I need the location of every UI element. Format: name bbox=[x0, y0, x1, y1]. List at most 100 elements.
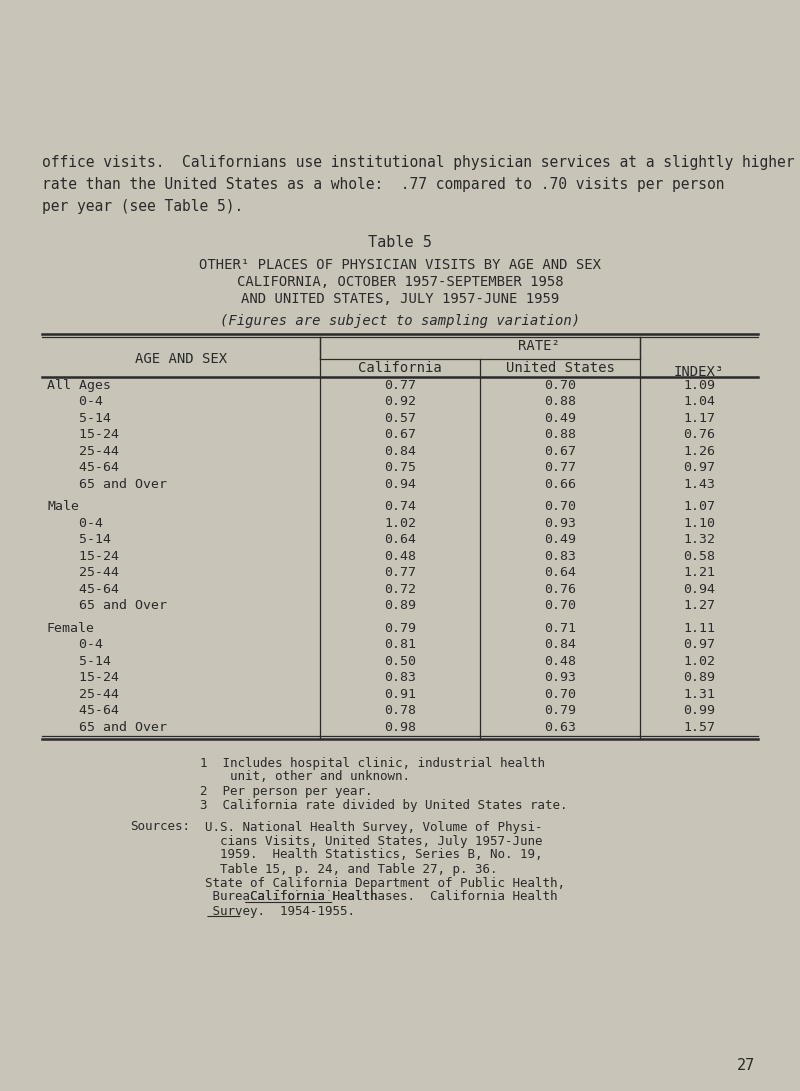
Text: 0.94: 0.94 bbox=[683, 583, 715, 596]
Text: 0.91: 0.91 bbox=[384, 687, 416, 700]
Text: 27: 27 bbox=[737, 1058, 755, 1074]
Text: 65 and Over: 65 and Over bbox=[47, 478, 167, 491]
Text: 1.02: 1.02 bbox=[683, 655, 715, 668]
Text: 0.93: 0.93 bbox=[544, 517, 576, 530]
Text: 5-14: 5-14 bbox=[47, 411, 111, 424]
Text: OTHER¹ PLACES OF PHYSICIAN VISITS BY AGE AND SEX: OTHER¹ PLACES OF PHYSICIAN VISITS BY AGE… bbox=[199, 257, 601, 272]
Text: 0.93: 0.93 bbox=[544, 671, 576, 684]
Text: 25-44: 25-44 bbox=[47, 566, 119, 579]
Text: 0.77: 0.77 bbox=[384, 379, 416, 392]
Text: 0.64: 0.64 bbox=[384, 533, 416, 547]
Text: Table 15, p. 24, and Table 27, p. 36.: Table 15, p. 24, and Table 27, p. 36. bbox=[205, 863, 498, 875]
Text: State of California Department of Public Health,: State of California Department of Public… bbox=[205, 876, 565, 889]
Text: 0.71: 0.71 bbox=[544, 622, 576, 635]
Text: California Health: California Health bbox=[250, 890, 378, 903]
Text: 0.48: 0.48 bbox=[384, 550, 416, 563]
Text: 0.76: 0.76 bbox=[544, 583, 576, 596]
Text: 1.57: 1.57 bbox=[683, 721, 715, 734]
Text: 3  California rate divided by United States rate.: 3 California rate divided by United Stat… bbox=[200, 799, 567, 812]
Text: California Health: California Health bbox=[250, 890, 378, 903]
Text: Survey.  1954-1955.: Survey. 1954-1955. bbox=[205, 904, 355, 918]
Text: 0.99: 0.99 bbox=[683, 705, 715, 717]
Text: 1.11: 1.11 bbox=[683, 622, 715, 635]
Text: 1  Includes hospital clinic, industrial health: 1 Includes hospital clinic, industrial h… bbox=[200, 756, 545, 769]
Text: 1.27: 1.27 bbox=[683, 599, 715, 612]
Text: 0.84: 0.84 bbox=[544, 638, 576, 651]
Text: 1.07: 1.07 bbox=[683, 501, 715, 513]
Text: 15-24: 15-24 bbox=[47, 429, 119, 441]
Text: (Figures are subject to sampling variation): (Figures are subject to sampling variati… bbox=[220, 314, 580, 328]
Text: Table 5: Table 5 bbox=[368, 235, 432, 250]
Text: 25-44: 25-44 bbox=[47, 445, 119, 458]
Text: 1.17: 1.17 bbox=[683, 411, 715, 424]
Text: 0.83: 0.83 bbox=[544, 550, 576, 563]
Text: 0.81: 0.81 bbox=[384, 638, 416, 651]
Text: 1.04: 1.04 bbox=[683, 395, 715, 408]
Text: 0.74: 0.74 bbox=[384, 501, 416, 513]
Text: 0.83: 0.83 bbox=[384, 671, 416, 684]
Text: 0.72: 0.72 bbox=[384, 583, 416, 596]
Text: 2  Per person per year.: 2 Per person per year. bbox=[200, 784, 373, 798]
Text: 0.70: 0.70 bbox=[544, 687, 576, 700]
Text: 0.78: 0.78 bbox=[384, 705, 416, 717]
Text: 1.32: 1.32 bbox=[683, 533, 715, 547]
Text: 0.77: 0.77 bbox=[544, 461, 576, 475]
Text: Bureau of Chronic Diseases.  California Health: Bureau of Chronic Diseases. California H… bbox=[205, 890, 558, 903]
Text: 0.67: 0.67 bbox=[544, 445, 576, 458]
Text: INDEX³: INDEX³ bbox=[674, 365, 724, 379]
Text: 0.98: 0.98 bbox=[384, 721, 416, 734]
Text: 0.66: 0.66 bbox=[544, 478, 576, 491]
Text: 0.75: 0.75 bbox=[384, 461, 416, 475]
Text: 45-64: 45-64 bbox=[47, 705, 119, 717]
Text: 0.77: 0.77 bbox=[384, 566, 416, 579]
Text: All Ages: All Ages bbox=[47, 379, 111, 392]
Text: 0.92: 0.92 bbox=[384, 395, 416, 408]
Text: 45-64: 45-64 bbox=[47, 461, 119, 475]
Text: 0.94: 0.94 bbox=[384, 478, 416, 491]
Text: cians Visits, United States, July 1957-June: cians Visits, United States, July 1957-J… bbox=[205, 835, 542, 848]
Text: 0.97: 0.97 bbox=[683, 461, 715, 475]
Text: 0.49: 0.49 bbox=[544, 533, 576, 547]
Text: RATE²: RATE² bbox=[518, 339, 560, 353]
Text: per year (see Table 5).: per year (see Table 5). bbox=[42, 199, 243, 214]
Text: 65 and Over: 65 and Over bbox=[47, 599, 167, 612]
Text: 0.48: 0.48 bbox=[544, 655, 576, 668]
Text: 0.76: 0.76 bbox=[683, 429, 715, 441]
Text: unit, other and unknown.: unit, other and unknown. bbox=[200, 770, 410, 783]
Text: 0.58: 0.58 bbox=[683, 550, 715, 563]
Text: 1.09: 1.09 bbox=[683, 379, 715, 392]
Text: Sources:: Sources: bbox=[130, 820, 190, 834]
Text: 1.43: 1.43 bbox=[683, 478, 715, 491]
Text: United States: United States bbox=[506, 361, 614, 375]
Text: 0.70: 0.70 bbox=[544, 501, 576, 513]
Text: 0.88: 0.88 bbox=[544, 429, 576, 441]
Text: office visits.  Californians use institutional physician services at a slightly : office visits. Californians use institut… bbox=[42, 155, 794, 170]
Text: 0.89: 0.89 bbox=[384, 599, 416, 612]
Text: 0.64: 0.64 bbox=[544, 566, 576, 579]
Text: CALIFORNIA, OCTOBER 1957-SEPTEMBER 1958: CALIFORNIA, OCTOBER 1957-SEPTEMBER 1958 bbox=[237, 275, 563, 289]
Text: Male: Male bbox=[47, 501, 79, 513]
Text: 15-24: 15-24 bbox=[47, 671, 119, 684]
Text: 25-44: 25-44 bbox=[47, 687, 119, 700]
Text: 1.21: 1.21 bbox=[683, 566, 715, 579]
Text: 0-4: 0-4 bbox=[47, 638, 103, 651]
Text: 0.57: 0.57 bbox=[384, 411, 416, 424]
Text: California: California bbox=[358, 361, 442, 375]
Text: 0.79: 0.79 bbox=[544, 705, 576, 717]
Text: 1.26: 1.26 bbox=[683, 445, 715, 458]
Text: 5-14: 5-14 bbox=[47, 533, 111, 547]
Text: 0.84: 0.84 bbox=[384, 445, 416, 458]
Text: 1.02: 1.02 bbox=[384, 517, 416, 530]
Text: Female: Female bbox=[47, 622, 95, 635]
Text: 0.88: 0.88 bbox=[544, 395, 576, 408]
Text: 0.97: 0.97 bbox=[683, 638, 715, 651]
Text: 0.89: 0.89 bbox=[683, 671, 715, 684]
Text: 1.10: 1.10 bbox=[683, 517, 715, 530]
Text: 0.67: 0.67 bbox=[384, 429, 416, 441]
Text: U.S. National Health Survey, Volume of Physi-: U.S. National Health Survey, Volume of P… bbox=[205, 820, 542, 834]
Text: 0.70: 0.70 bbox=[544, 599, 576, 612]
Text: 15-24: 15-24 bbox=[47, 550, 119, 563]
Text: 1959.  Health Statistics, Series B, No. 19,: 1959. Health Statistics, Series B, No. 1… bbox=[205, 849, 542, 862]
Text: AND UNITED STATES, JULY 1957-JUNE 1959: AND UNITED STATES, JULY 1957-JUNE 1959 bbox=[241, 292, 559, 305]
Text: 0-4: 0-4 bbox=[47, 395, 103, 408]
